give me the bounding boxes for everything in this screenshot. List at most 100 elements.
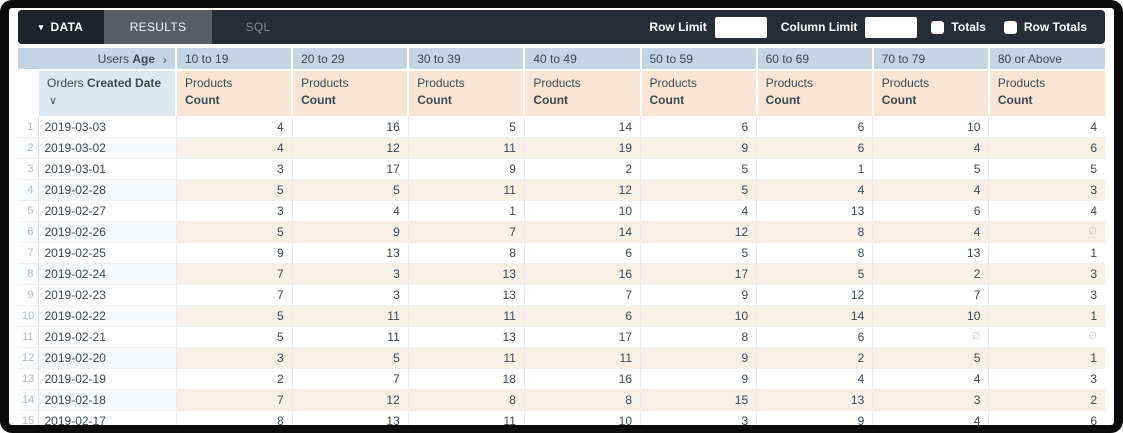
value-cell[interactable]: 5 [176,326,293,348]
value-cell[interactable]: 10 [872,116,990,138]
value-cell[interactable]: 5 [176,179,293,201]
row-limit-input[interactable] [714,16,767,38]
value-cell[interactable]: 3 [292,263,409,285]
value-cell[interactable]: 3 [988,263,1105,285]
dimension-header[interactable]: Orders Created Date ∨ [38,70,177,117]
value-cell[interactable]: 6 [756,326,874,348]
measure-header[interactable]: Products Count [176,70,294,117]
value-cell[interactable]: 3 [988,179,1105,201]
value-cell[interactable]: 5 [408,116,525,138]
value-cell[interactable]: 1 [988,305,1105,327]
tab-data[interactable]: ▾ DATA [18,10,104,44]
date-cell[interactable]: 2019-03-01 [38,158,177,180]
value-cell[interactable]: 3 [872,389,990,411]
value-cell[interactable]: 13 [292,410,409,425]
date-cell[interactable]: 2019-03-02 [38,137,177,159]
value-cell[interactable]: 8 [524,389,642,411]
value-cell[interactable]: 12 [524,179,642,201]
value-cell[interactable]: 11 [524,347,642,369]
value-cell[interactable]: 16 [524,368,642,390]
value-cell[interactable]: 9 [408,158,525,180]
value-cell[interactable]: 4 [988,200,1105,222]
value-cell[interactable]: 4 [176,116,293,138]
value-cell[interactable]: 8 [756,221,874,243]
value-cell[interactable]: 13 [872,242,990,264]
value-cell[interactable]: 10 [640,305,758,327]
pivot-bucket-50-to-59[interactable]: 50 to 59 [640,48,758,71]
value-cell[interactable]: 4 [176,137,293,159]
value-cell[interactable]: 7 [408,221,525,243]
row-totals-checkbox[interactable] [1003,20,1017,34]
date-cell[interactable]: 2019-02-17 [38,410,177,425]
value-cell[interactable]: 3 [176,347,293,369]
date-cell[interactable]: 2019-02-26 [38,221,177,243]
pivot-bucket-30-to-39[interactable]: 30 to 39 [408,48,526,71]
value-cell[interactable]: 11 [408,410,525,425]
date-cell[interactable]: 2019-02-20 [38,347,177,369]
value-cell[interactable]: 8 [756,242,874,264]
value-cell[interactable]: 4 [292,200,409,222]
value-cell[interactable]: 2 [176,368,293,390]
value-cell[interactable]: 2 [756,347,874,369]
value-cell[interactable]: 12 [640,221,758,243]
value-cell[interactable]: 6 [524,305,642,327]
value-cell[interactable]: 14 [756,305,874,327]
value-cell[interactable]: 7 [176,284,293,306]
value-cell[interactable]: 13 [756,200,874,222]
value-cell[interactable]: 5 [872,158,990,180]
value-cell[interactable]: 3 [988,284,1105,306]
value-cell[interactable]: 2 [872,263,990,285]
value-cell[interactable]: 12 [292,137,409,159]
value-cell[interactable]: 8 [408,389,525,411]
value-cell[interactable]: 5 [640,179,758,201]
value-cell[interactable]: 5 [640,158,758,180]
value-cell[interactable]: 13 [408,326,525,348]
pivot-bucket-10-to-19[interactable]: 10 to 19 [176,48,294,71]
date-cell[interactable]: 2019-02-21 [38,326,177,348]
value-cell[interactable]: 17 [640,263,758,285]
measure-header[interactable]: Products Count [640,70,758,117]
value-cell[interactable]: 6 [756,116,874,138]
value-cell[interactable]: 5 [988,158,1105,180]
value-cell[interactable]: 9 [640,368,758,390]
value-cell[interactable]: 1 [408,200,525,222]
value-cell[interactable]: 4 [872,221,990,243]
measure-header[interactable]: Products Count [756,70,874,117]
value-cell[interactable]: 12 [292,389,409,411]
value-cell[interactable]: 4 [756,368,874,390]
value-cell[interactable]: 19 [524,137,642,159]
value-cell[interactable]: 4 [756,179,874,201]
value-cell[interactable]: 2 [988,389,1105,411]
value-cell[interactable]: 8 [176,410,293,425]
null-value-cell[interactable]: ∅ [872,326,990,348]
measure-header[interactable]: Products Count [292,70,410,117]
value-cell[interactable]: 5 [756,263,874,285]
value-cell[interactable]: 5 [292,347,409,369]
value-cell[interactable]: 6 [988,137,1105,159]
pivot-bucket-20-to-29[interactable]: 20 to 29 [292,48,410,71]
value-cell[interactable]: 6 [872,200,990,222]
date-cell[interactable]: 2019-02-25 [38,242,177,264]
value-cell[interactable]: 3 [176,158,293,180]
date-cell[interactable]: 2019-02-27 [38,200,177,222]
value-cell[interactable]: 9 [756,410,874,425]
date-cell[interactable]: 2019-02-22 [38,305,177,327]
value-cell[interactable]: 15 [640,389,758,411]
date-cell[interactable]: 2019-02-28 [38,179,177,201]
tab-results[interactable]: RESULTS [104,10,212,44]
value-cell[interactable]: 14 [524,221,642,243]
totals-checkbox[interactable] [931,20,945,34]
date-cell[interactable]: 2019-02-24 [38,263,177,285]
value-cell[interactable]: 9 [640,137,758,159]
pivot-bucket-60-to-69[interactable]: 60 to 69 [756,48,874,71]
value-cell[interactable]: 5 [640,242,758,264]
value-cell[interactable]: 11 [292,305,409,327]
value-cell[interactable]: 6 [1090,414,1097,425]
value-cell[interactable]: 17 [524,326,642,348]
tab-sql[interactable]: SQL [212,10,304,44]
value-cell[interactable]: 3 [640,410,758,425]
value-cell[interactable]: 8 [408,242,525,264]
value-cell[interactable]: 1 [756,158,874,180]
value-cell[interactable]: 7 [176,389,293,411]
column-limit-input[interactable] [865,16,918,38]
